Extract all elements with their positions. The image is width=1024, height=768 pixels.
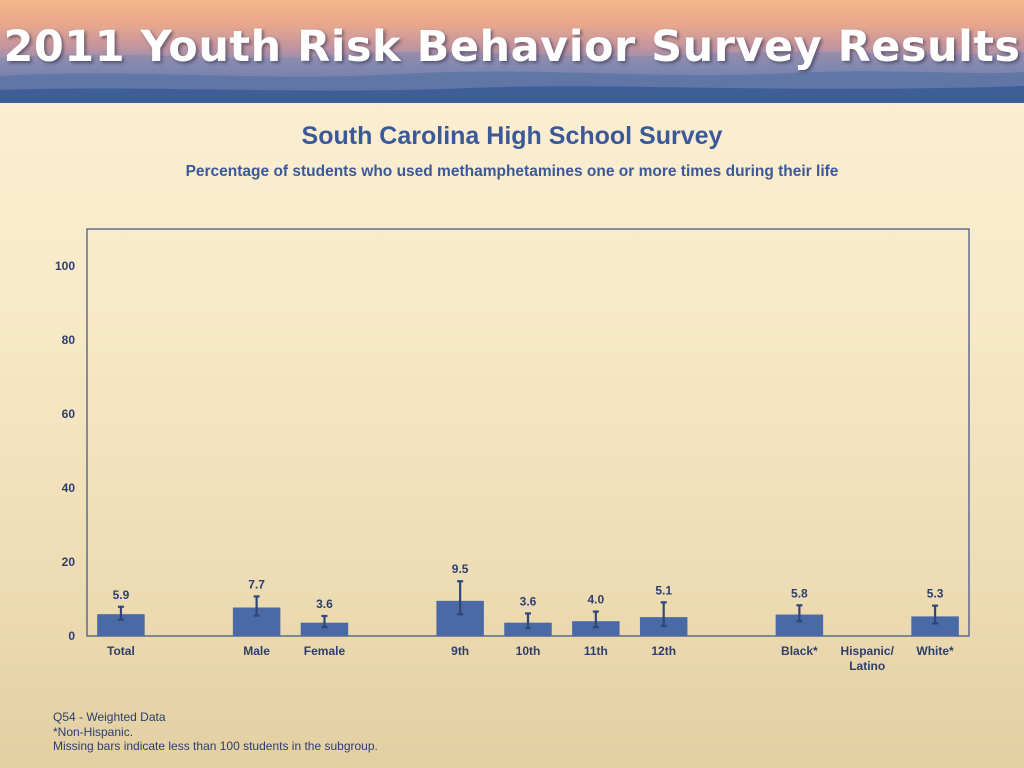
data-label: 4.0 (588, 593, 605, 607)
x-tick-label: 11th (584, 644, 608, 658)
x-tick-label: Female (304, 644, 346, 658)
banner-title: 2011 Youth Risk Behavior Survey Results (3, 22, 1021, 72)
x-tick-label: Total (107, 644, 135, 658)
data-label: 5.3 (927, 587, 944, 601)
bar (911, 616, 959, 636)
footnote-non-hispanic: *Non-Hispanic. (53, 724, 134, 739)
x-tick-label: Hispanic/ (841, 644, 895, 658)
bar (504, 622, 552, 636)
y-tick-label: 80 (62, 333, 76, 347)
footnote-question: Q54 - Weighted Data (53, 710, 166, 724)
y-tick-label: 60 (62, 407, 76, 421)
data-label: 3.6 (520, 594, 537, 608)
data-label: 5.1 (655, 583, 672, 597)
plot-frame (86, 228, 970, 637)
chart-title: South Carolina High School Survey (301, 122, 723, 150)
header-banner: 2011 Youth Risk Behavior Survey Results (0, 0, 1024, 103)
x-tick-label: Black* (781, 644, 818, 658)
x-tick-label: Male (243, 644, 270, 658)
bar (775, 614, 824, 636)
bar (97, 614, 145, 636)
data-label: 5.8 (791, 586, 808, 600)
y-tick-label: 40 (62, 481, 76, 495)
chart-subtitle: Percentage of students who used methamph… (185, 163, 839, 180)
y-tick-label: 100 (55, 259, 75, 273)
data-label: 5.9 (113, 588, 130, 602)
x-tick-label: 10th (516, 644, 541, 658)
bar (300, 622, 349, 636)
bar (572, 621, 620, 636)
y-tick-label: 0 (68, 629, 75, 643)
x-tick-label: 12th (651, 644, 676, 658)
data-label: 7.7 (248, 577, 265, 591)
footnote-missing-bars: Missing bars indicate less than 100 stud… (53, 739, 378, 753)
x-tick-label: 9th (451, 644, 469, 658)
bar-chart: 0 20 40 60 80 100 5.9 Total 7.7 Male 3.6 Female 9.5 9… (55, 228, 970, 673)
x-tick-label: White* (916, 644, 954, 658)
x-tick-label: Latino (849, 659, 885, 673)
footnotes: Q54 - Weighted Data *Non-Hispanic. Missi… (53, 710, 378, 754)
data-label: 3.6 (316, 597, 333, 611)
banner-mountains (0, 51, 1024, 103)
y-tick-label: 20 (62, 555, 76, 569)
data-label: 9.5 (452, 562, 469, 576)
